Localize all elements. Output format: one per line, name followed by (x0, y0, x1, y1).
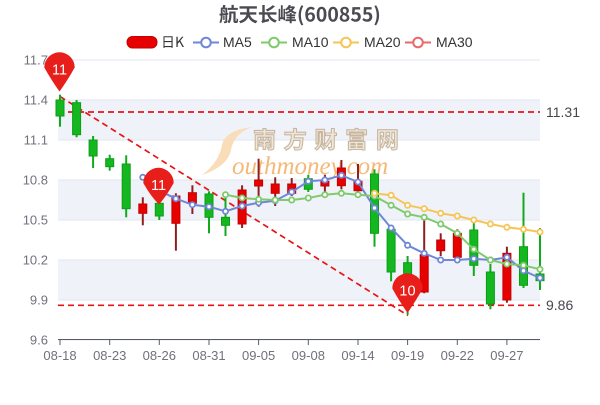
svg-text:11.31: 11.31 (546, 104, 580, 120)
svg-text:08-31: 08-31 (192, 348, 225, 363)
svg-text:08-18: 08-18 (43, 348, 76, 363)
svg-text:10: 10 (399, 284, 415, 300)
svg-text:9.6: 9.6 (30, 333, 48, 348)
svg-text:MA30: MA30 (436, 34, 473, 50)
svg-text:11: 11 (52, 63, 67, 79)
svg-text:09-19: 09-19 (391, 348, 424, 363)
svg-text:MA10: MA10 (292, 34, 329, 50)
svg-text:09-27: 09-27 (490, 348, 523, 363)
svg-text:9.9: 9.9 (30, 293, 48, 308)
svg-text:9.86: 9.86 (546, 297, 573, 313)
svg-text:09-14: 09-14 (341, 348, 374, 363)
svg-text:09-05: 09-05 (242, 348, 275, 363)
svg-text:09-22: 09-22 (441, 348, 474, 363)
svg-text:09-08: 09-08 (292, 348, 325, 363)
svg-text:10.5: 10.5 (23, 213, 48, 228)
svg-text:11.1: 11.1 (24, 133, 48, 148)
svg-text:MA20: MA20 (364, 34, 401, 50)
svg-text:MA5: MA5 (223, 34, 252, 50)
svg-text:11.7: 11.7 (24, 53, 48, 68)
svg-text:08-26: 08-26 (143, 348, 176, 363)
svg-text:11.4: 11.4 (24, 93, 48, 108)
svg-text:11: 11 (151, 178, 166, 194)
svg-text:08-23: 08-23 (93, 348, 126, 363)
svg-text:10.8: 10.8 (23, 173, 48, 188)
svg-text:10.2: 10.2 (23, 253, 48, 268)
svg-text:outhmoney.com: outhmoney.com (232, 153, 388, 180)
